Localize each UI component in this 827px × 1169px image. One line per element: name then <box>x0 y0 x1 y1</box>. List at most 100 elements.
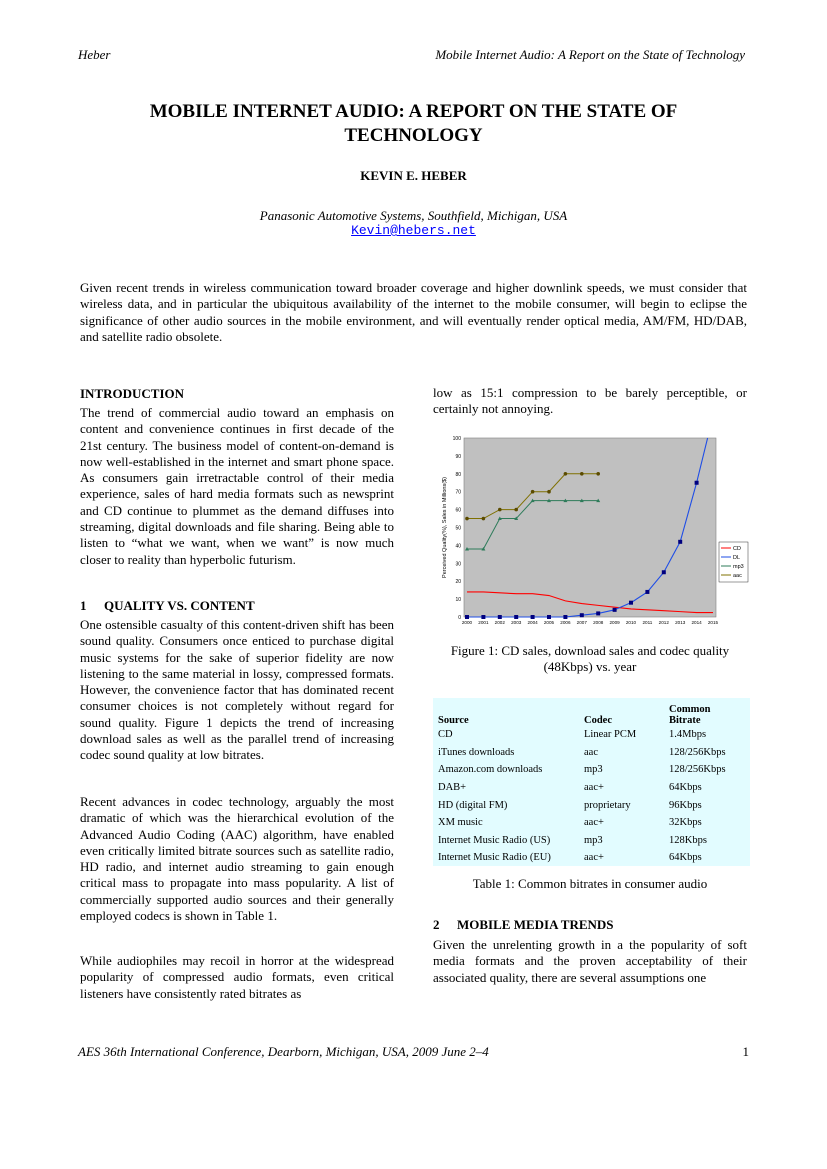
data-point-aac <box>514 507 518 512</box>
data-point-dl <box>678 539 683 544</box>
data-point-dl <box>629 600 633 605</box>
y-tick-label: 60 <box>455 508 461 514</box>
header-bitrate-line1: Common <box>669 704 711 715</box>
y-tick-label: 10 <box>455 597 461 603</box>
x-tick-label: 2011 <box>642 620 652 625</box>
cell-source: XM music <box>438 817 483 829</box>
legend-label-aac: aac <box>733 573 742 579</box>
y-tick-label: 80 <box>455 472 461 478</box>
x-tick-label: 2012 <box>659 620 670 625</box>
data-point-aac <box>596 472 600 476</box>
table-row: Amazon.com downloads mp3 128/256Kbps <box>433 761 750 779</box>
data-point-aac <box>465 516 469 521</box>
cell-codec: mp3 <box>584 834 603 846</box>
data-point-aac <box>563 472 568 476</box>
author-name: KEVIN E. HEBER <box>360 168 467 183</box>
cell-source: iTunes downloads <box>438 746 515 758</box>
data-point-aac <box>580 472 584 476</box>
chart-svg: 0 10 20 30 40 50 60 70 80 90 100 2000 2001 2002 2003 20… <box>442 436 749 625</box>
plot-area <box>463 437 717 618</box>
x-tick-label: 2010 <box>626 620 637 625</box>
data-point-mp3 <box>596 498 601 503</box>
x-tick-label: 2015 <box>708 620 719 625</box>
legend-label-mp3: mp3 <box>733 564 744 570</box>
abstract: Given recent trends in wireless communic… <box>80 280 747 344</box>
data-point-dl <box>530 615 535 619</box>
y-tick-label: 100 <box>453 436 462 442</box>
table-row: Internet Music Radio (EU) aac+ 64Kbps <box>433 849 750 867</box>
table-1-caption: Table 1: Common bitrates in consumer aud… <box>472 876 708 891</box>
data-point-dl <box>514 615 519 619</box>
table-row: CD Linear PCM 1.4Mbps <box>433 726 750 744</box>
header-bitrate: Common Bitrate <box>664 698 750 726</box>
legend-label-dl: DL <box>733 555 740 561</box>
x-tick-label: 2004 <box>527 620 538 625</box>
y-tick-label: 70 <box>455 490 461 496</box>
section1-paragraph-3: While audiophiles may recoil in horror a… <box>80 953 394 1001</box>
y-tick-label: 0 <box>458 615 461 621</box>
data-point-dl <box>612 607 617 612</box>
cell-codec: mp3 <box>584 764 603 776</box>
data-point-mp3 <box>481 546 486 551</box>
section2-number: 2 <box>433 917 440 932</box>
x-tick-label: 2003 <box>511 620 522 625</box>
cell-codec: aac <box>584 746 598 758</box>
x-tick-label: 2005 <box>544 620 555 625</box>
data-point-dl <box>563 615 568 619</box>
cell-codec: aac+ <box>584 852 604 864</box>
x-tick-label: 2006 <box>560 620 571 625</box>
section2-paragraph-1: Given the unrelenting growth in a the po… <box>433 937 747 985</box>
cell-bitrate: 128/256Kbps <box>669 746 726 758</box>
cell-source: Internet Music Radio (EU) <box>438 852 551 864</box>
running-header-title: Mobile Internet Audio: A Report on the S… <box>435 47 745 62</box>
bitrate-table: Source Codec Common Bitrate CD Linear PCM 1… <box>433 698 750 867</box>
affiliation: Panasonic Automotive Systems, Southfield… <box>80 208 747 238</box>
section1-paragraph-1: One ostensible casualty of this content-… <box>80 617 394 763</box>
y-tick-label: 40 <box>455 543 461 549</box>
cell-source: Internet Music Radio (US) <box>438 834 551 846</box>
x-tick-label: 2007 <box>577 620 588 625</box>
data-point-dl <box>694 480 699 485</box>
section1-paragraph-2: Recent advances in codec technology, arg… <box>80 794 394 924</box>
data-point-aac <box>547 489 551 494</box>
cell-bitrate: 64Kbps <box>669 852 702 864</box>
cell-bitrate: 128Kbps <box>669 834 707 846</box>
data-point-dl <box>596 611 601 616</box>
table-row: Internet Music Radio (US) mp3 128Kbps <box>433 832 750 850</box>
title-line-1: MOBILE INTERNET AUDIO: A REPORT ON THE S… <box>149 101 678 122</box>
cell-bitrate: 96Kbps <box>669 799 702 811</box>
data-point-dl <box>481 615 486 619</box>
footer-conference: AES 36th International Conference, Dearb… <box>78 1044 489 1059</box>
y-tick-label: 50 <box>455 526 461 532</box>
data-point-dl <box>497 615 502 619</box>
x-tick-label: 2008 <box>593 620 604 625</box>
cell-codec: Linear PCM <box>584 729 637 741</box>
data-point-mp3 <box>563 498 568 503</box>
header-source: Source <box>438 715 469 726</box>
y-axis-label: Perceived Quality(%), Sales in Millions(… <box>442 477 448 578</box>
intro-text: The trend of commercial audio toward an … <box>80 405 394 567</box>
figure-1-chart: 0 10 20 30 40 50 60 70 80 90 100 2000 2001 2002 2003 20… <box>433 430 750 630</box>
data-point-dl <box>465 615 469 619</box>
cell-bitrate: 64Kbps <box>669 782 702 794</box>
affiliation-text: Panasonic Automotive Systems, Southfield… <box>259 208 568 223</box>
page-number: 1 <box>742 1044 750 1059</box>
intro-heading: INTRODUCTION <box>80 386 185 401</box>
email-link[interactable]: Kevin@hebers.net <box>351 223 476 238</box>
data-point-mp3 <box>465 546 469 551</box>
data-point-dl <box>645 589 650 594</box>
table-row: DAB+ aac+ 64Kbps <box>433 779 750 797</box>
cell-bitrate: 32Kbps <box>669 817 702 829</box>
table-header-row: Source Codec Common Bitrate <box>433 698 750 726</box>
data-point-aac <box>481 516 486 521</box>
y-tick-label: 30 <box>455 561 461 567</box>
cell-source: HD (digital FM) <box>438 799 508 811</box>
cell-bitrate: 1.4Mbps <box>669 729 707 741</box>
section1-number: 1 <box>80 598 87 613</box>
data-point-dl <box>579 613 584 618</box>
paper-title: MOBILE INTERNET AUDIO: A REPORT ON THE S… <box>80 100 747 148</box>
legend-label-cd: CD <box>733 546 741 552</box>
data-point-mp3 <box>530 498 535 503</box>
title-line-2: TECHNOLOGY <box>344 125 483 146</box>
section2-title: MOBILE MEDIA TRENDS <box>457 917 614 932</box>
